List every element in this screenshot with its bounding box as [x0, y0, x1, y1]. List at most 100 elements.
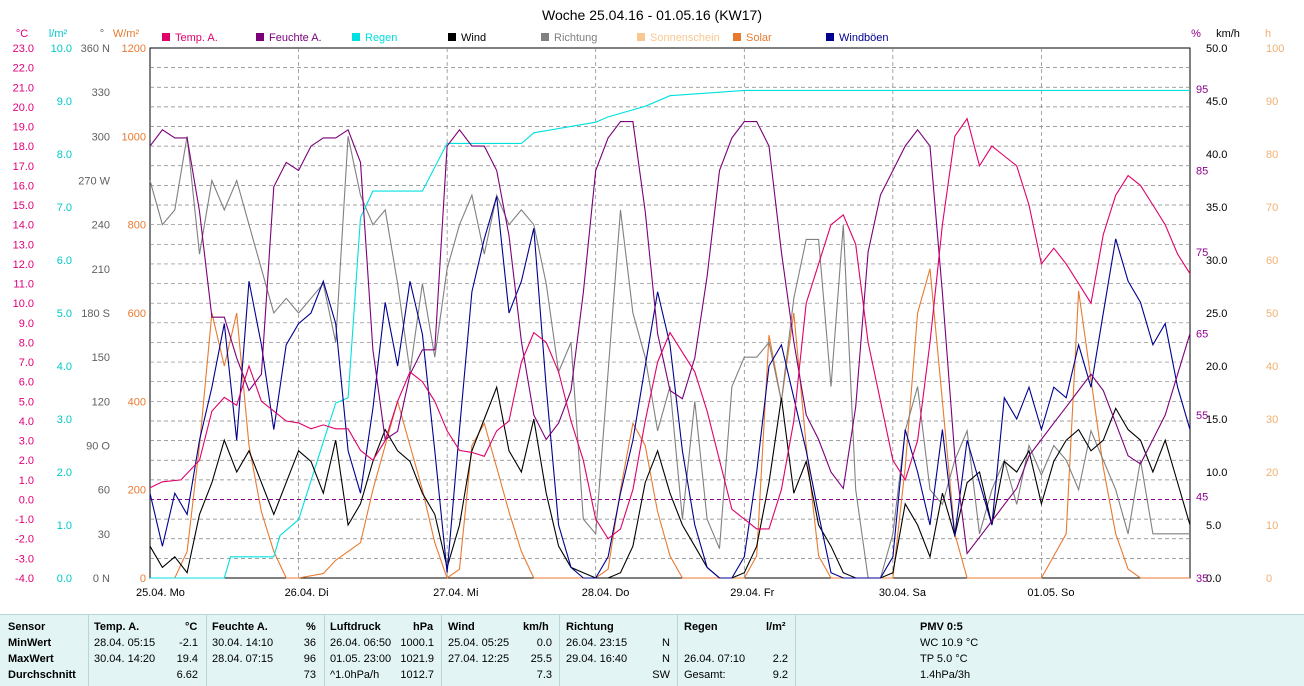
column-divider: [206, 615, 207, 686]
wind-tick-label: 10.0: [1206, 467, 1227, 479]
temp-tick-label: 16.0: [13, 180, 34, 192]
legend-label: Wind: [461, 32, 486, 44]
sunshine-tick-label: 0: [1266, 573, 1272, 585]
temp-tick-label: 23.0: [13, 43, 34, 55]
unit-label: °C: [16, 28, 28, 40]
wind-tick-label: 40.0: [1206, 149, 1227, 161]
sunshine-tick-label: 50: [1266, 308, 1278, 320]
humidity-tick-label: 55: [1196, 410, 1208, 422]
temp-tick-label: 15.0: [13, 200, 34, 212]
humidity-tick-label: 75: [1196, 247, 1208, 259]
stat-press-t: 01.05. 23:00: [330, 653, 392, 665]
statistics-table: Sensor Temp. A. °C Feuchte A. % Luftdruc…: [0, 614, 1304, 686]
legend-swatch: [448, 33, 456, 41]
legend-label: Regen: [365, 32, 397, 44]
stat-pmv: 1.4hPa/3h: [920, 669, 971, 681]
header-pressure: Luftdruck: [330, 621, 381, 633]
sunshine-tick-label: 60: [1266, 255, 1278, 267]
rain-tick-label: 3.0: [57, 414, 72, 426]
plot-area: [149, 47, 1191, 579]
solar-tick-label: 200: [128, 485, 146, 497]
unit-label: %: [1191, 28, 1201, 40]
rain-tick-label: 5.0: [57, 308, 72, 320]
stat-label: MinWert: [8, 637, 52, 649]
sunshine-tick-label: 30: [1266, 414, 1278, 426]
temp-tick-label: 11.0: [13, 279, 34, 291]
temp-tick-label: 3.0: [19, 436, 34, 448]
rain-tick-label: 0.0: [57, 573, 72, 585]
header-temp: Temp. A.: [94, 621, 140, 633]
header-pmv: PMV 0:5: [920, 621, 963, 633]
stat-press-v: 1021.9: [400, 653, 434, 665]
direction-tick-label: 240: [92, 220, 110, 232]
wind-tick-label: 5.0: [1206, 520, 1221, 532]
legend-swatch: [352, 33, 360, 41]
stat-dir-t: 26.04. 23:15: [566, 637, 628, 649]
header-sensor: Sensor: [8, 621, 46, 633]
stat-press-v: 1000.1: [400, 637, 434, 649]
stat-label: MaxWert: [8, 653, 54, 665]
temp-tick-label: 22.0: [13, 63, 34, 75]
temp-tick-label: 9.0: [19, 318, 34, 330]
stat-press-t: 26.04. 06:50: [330, 637, 392, 649]
stat-press-v: 1012.7: [400, 669, 434, 681]
temp-tick-label: 2.0: [19, 455, 34, 467]
stat-temp-t: 30.04. 14:20: [94, 653, 156, 665]
rain-tick-label: 4.0: [57, 361, 72, 373]
day-label: 30.04. Sa: [879, 587, 927, 599]
unit-label: km/h: [1216, 28, 1240, 40]
header-rain: Regen: [684, 621, 718, 633]
series-line-windböen: [149, 196, 1191, 579]
temp-tick-label: 7.0: [19, 357, 34, 369]
unit-label: l/m²: [49, 28, 68, 40]
temp-tick-label: 8.0: [19, 337, 34, 349]
sunshine-tick-label: 90: [1266, 96, 1278, 108]
day-label: 26.04. Di: [285, 587, 329, 599]
sunshine-tick-label: 70: [1266, 202, 1278, 214]
stat-hum-v: 96: [303, 653, 316, 665]
temp-tick-label: 21.0: [13, 82, 34, 94]
temp-tick-label: -1.0: [15, 514, 34, 526]
series-line-wind: [149, 385, 1191, 579]
sunshine-tick-label: 10: [1266, 520, 1278, 532]
temp-tick-label: 10.0: [13, 298, 34, 310]
series: [149, 89, 1191, 579]
temp-tick-label: -2.0: [15, 534, 34, 546]
header-rain-unit: l/m²: [766, 621, 786, 633]
stat-wind-t: 25.04. 05:25: [448, 637, 510, 649]
direction-tick-label: 60: [98, 485, 110, 497]
rain-tick-label: 6.0: [57, 255, 72, 267]
direction-tick-label: 150: [92, 352, 110, 364]
legend-swatch: [826, 33, 834, 41]
legend-swatch: [162, 33, 170, 41]
stat-rain-v: 2.2: [772, 653, 788, 665]
wind-tick-label: 15.0: [1206, 414, 1227, 426]
unit-label: h: [1265, 28, 1271, 40]
wind-tick-label: 30.0: [1206, 255, 1227, 267]
temp-tick-label: 18.0: [13, 141, 34, 153]
legend-label: Windböen: [839, 32, 889, 44]
column-divider: [677, 615, 678, 686]
temp-tick-label: 0.0: [19, 494, 34, 506]
direction-tick-label: 210: [92, 264, 110, 276]
header-humidity: Feuchte A.: [212, 621, 268, 633]
series-line-regen: [150, 89, 1190, 579]
unit-label: °: [100, 28, 104, 40]
direction-tick-label: 180 S: [81, 308, 110, 320]
direction-tick-label: 30: [98, 529, 110, 541]
stat-temp-v: -2.1: [179, 637, 198, 649]
legend-swatch: [637, 33, 645, 41]
column-divider: [795, 615, 796, 686]
stat-wind-v: 7.3: [536, 669, 552, 681]
stat-temp-t: 28.04. 05:15: [94, 637, 156, 649]
solar-tick-label: 1200: [122, 43, 146, 55]
stat-rain-t: Gesamt:: [684, 669, 726, 681]
stat-rain-v: 9.2: [772, 669, 788, 681]
stat-temp-v: 6.62: [176, 669, 198, 681]
direction-tick-label: 120: [92, 396, 110, 408]
day-label: 28.04. Do: [582, 587, 630, 599]
header-humidity-unit: %: [306, 621, 316, 633]
humidity-tick-label: 85: [1196, 166, 1208, 178]
sunshine-tick-label: 20: [1266, 467, 1278, 479]
column-divider: [88, 615, 89, 686]
